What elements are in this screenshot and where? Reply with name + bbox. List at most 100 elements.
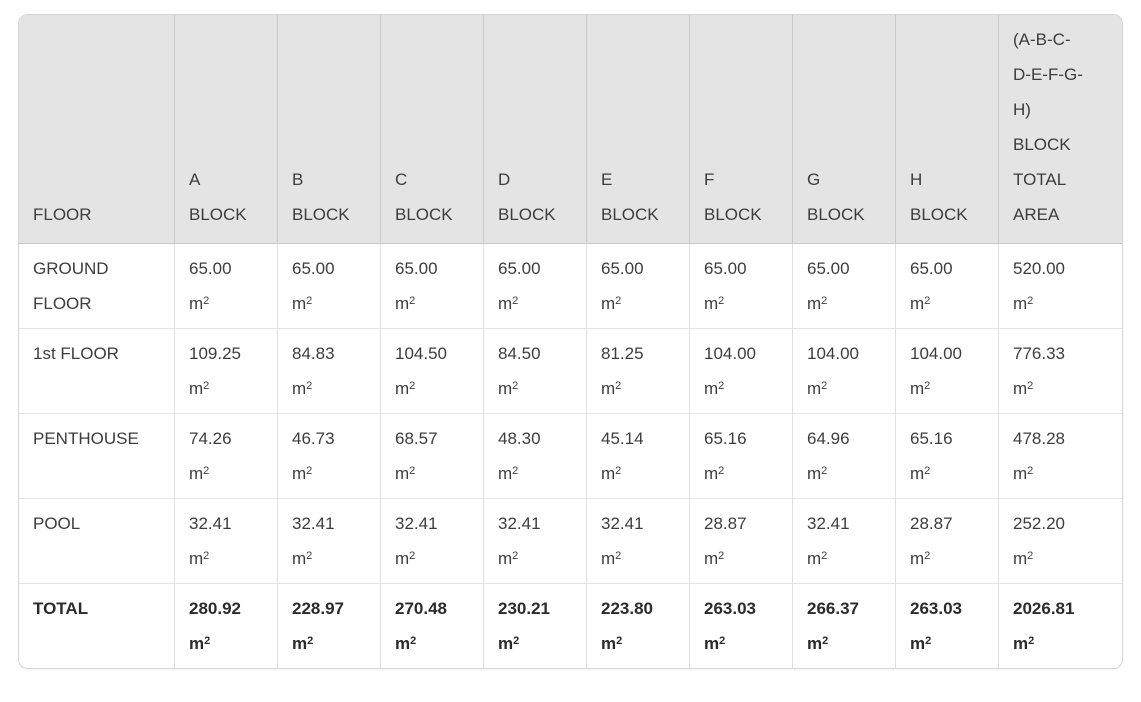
column-header-a-block: A BLOCK — [175, 15, 278, 244]
area-cell: 109.25 m2 — [175, 328, 278, 413]
area-unit: m2 — [189, 456, 263, 491]
area-unit: m2 — [189, 626, 263, 661]
area-value: 223.80 — [601, 599, 653, 618]
unit-exponent: 2 — [306, 295, 313, 307]
floor-area-table-card: FLOOR A BLOCK B BLOCK C BLOCK D BLOCK E BLOCK… — [18, 14, 1123, 669]
area-unit: m2 — [498, 541, 572, 576]
area-unit: m2 — [292, 456, 366, 491]
unit-exponent: 2 — [718, 465, 725, 477]
area-value: 84.83 — [292, 344, 335, 363]
unit-exponent: 2 — [616, 635, 623, 647]
area-unit: m2 — [807, 456, 881, 491]
table-body: GROUND FLOOR 65.00 m2 65.00 m2 65.00 m2 65.00 m2… — [19, 244, 1122, 668]
area-unit: m2 — [807, 371, 881, 406]
area-value: 65.00 — [910, 259, 953, 278]
area-value: 65.00 — [807, 259, 850, 278]
area-value: 478.28 — [1013, 429, 1065, 448]
unit-exponent: 2 — [512, 465, 519, 477]
area-value: 104.00 — [807, 344, 859, 363]
area-unit: m2 — [1013, 456, 1108, 491]
table-header: FLOOR A BLOCK B BLOCK C BLOCK D BLOCK E BLOCK… — [19, 15, 1122, 244]
area-cell: 104.00 m2 — [690, 328, 793, 413]
unit-base: m — [1013, 464, 1028, 483]
unit-exponent: 2 — [204, 635, 211, 647]
unit-base: m — [292, 634, 308, 653]
area-value: 68.57 — [395, 429, 438, 448]
area-cell: 81.25 m2 — [587, 328, 690, 413]
area-unit: m2 — [910, 371, 984, 406]
area-cell: 84.83 m2 — [278, 328, 381, 413]
area-value: 65.00 — [704, 259, 747, 278]
area-unit: m2 — [601, 541, 675, 576]
unit-base: m — [395, 549, 410, 568]
header-row: FLOOR A BLOCK B BLOCK C BLOCK D BLOCK E BLOCK… — [19, 15, 1122, 244]
floor-area-table: FLOOR A BLOCK B BLOCK C BLOCK D BLOCK E BLOCK… — [19, 15, 1122, 668]
area-unit: m2 — [498, 286, 572, 321]
area-cell: 280.92 m2 — [175, 583, 278, 668]
area-cell: 65.00 m2 — [690, 244, 793, 328]
unit-base: m — [601, 379, 616, 398]
area-cell: 104.00 m2 — [896, 328, 999, 413]
area-cell: 520.00 m2 — [999, 244, 1122, 328]
area-cell: 65.00 m2 — [793, 244, 896, 328]
unit-base: m — [395, 634, 411, 653]
area-unit: m2 — [601, 626, 675, 661]
area-cell: 228.97 m2 — [278, 583, 381, 668]
unit-base: m — [601, 634, 617, 653]
unit-exponent: 2 — [719, 635, 726, 647]
area-unit: m2 — [1013, 286, 1108, 321]
area-value: 65.00 — [395, 259, 438, 278]
area-unit: m2 — [395, 541, 469, 576]
area-cell: 46.73 m2 — [278, 413, 381, 498]
area-unit: m2 — [807, 541, 881, 576]
unit-exponent: 2 — [306, 465, 313, 477]
area-cell: 65.16 m2 — [690, 413, 793, 498]
unit-base: m — [498, 634, 514, 653]
area-unit: m2 — [1013, 626, 1108, 661]
column-header-block-total-area: (A-B-C- D-E-F-G- H) BLOCK TOTAL AREA — [999, 15, 1122, 244]
unit-exponent: 2 — [718, 380, 725, 392]
area-value: 65.00 — [498, 259, 541, 278]
area-unit: m2 — [189, 371, 263, 406]
unit-base: m — [910, 294, 925, 313]
area-value: 65.00 — [601, 259, 644, 278]
area-unit: m2 — [189, 286, 263, 321]
area-unit: m2 — [601, 456, 675, 491]
area-cell: 84.50 m2 — [484, 328, 587, 413]
unit-base: m — [189, 379, 204, 398]
area-unit: m2 — [395, 626, 469, 661]
unit-base: m — [498, 379, 513, 398]
unit-exponent: 2 — [306, 550, 313, 562]
unit-exponent: 2 — [306, 380, 313, 392]
area-value: 776.33 — [1013, 344, 1065, 363]
table-row-total: TOTAL 280.92 m2 228.97 m2 270.48 m2 230.21 m2 223… — [19, 583, 1122, 668]
area-cell: 68.57 m2 — [381, 413, 484, 498]
area-value: 32.41 — [498, 514, 541, 533]
row-label-pool: POOL — [19, 498, 175, 583]
unit-base: m — [1013, 294, 1028, 313]
area-cell: 65.16 m2 — [896, 413, 999, 498]
unit-exponent: 2 — [718, 295, 725, 307]
area-unit: m2 — [292, 286, 366, 321]
area-cell: 28.87 m2 — [690, 498, 793, 583]
unit-base: m — [910, 549, 925, 568]
area-value: 84.50 — [498, 344, 541, 363]
unit-exponent: 2 — [410, 635, 417, 647]
area-value: 28.87 — [704, 514, 747, 533]
unit-base: m — [498, 294, 513, 313]
area-value: 81.25 — [601, 344, 644, 363]
area-cell: 230.21 m2 — [484, 583, 587, 668]
area-unit: m2 — [1013, 541, 1108, 576]
area-cell: 32.41 m2 — [175, 498, 278, 583]
area-cell: 32.41 m2 — [587, 498, 690, 583]
area-cell: 65.00 m2 — [587, 244, 690, 328]
unit-base: m — [189, 464, 204, 483]
unit-base: m — [498, 549, 513, 568]
unit-exponent: 2 — [615, 295, 622, 307]
unit-exponent: 2 — [924, 550, 931, 562]
unit-exponent: 2 — [1027, 550, 1034, 562]
area-unit: m2 — [704, 371, 778, 406]
area-cell: 223.80 m2 — [587, 583, 690, 668]
area-unit: m2 — [189, 541, 263, 576]
column-header-f-block: F BLOCK — [690, 15, 793, 244]
